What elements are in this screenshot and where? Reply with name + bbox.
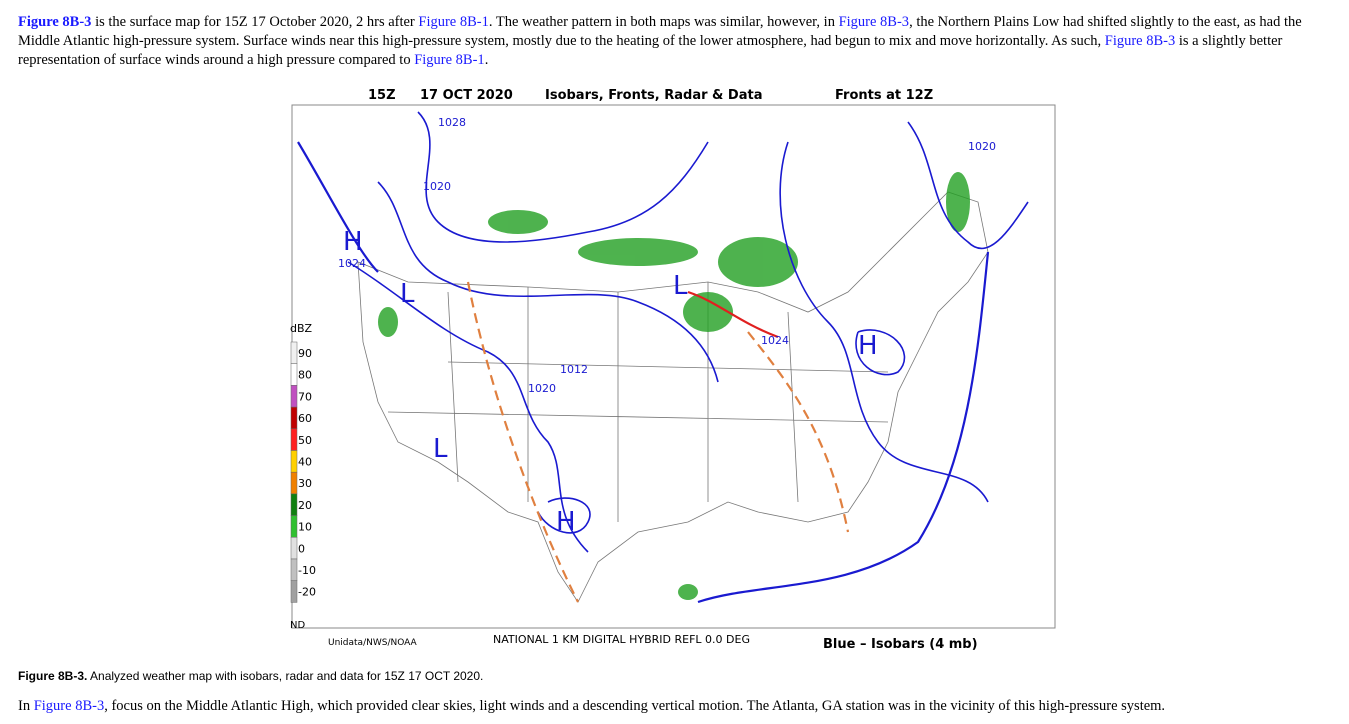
text: In (18, 698, 34, 714)
footer: Unidata/NWS/NOAA NATIONAL 1 KM DIGITAL H… (328, 633, 978, 652)
low-label: L (400, 279, 415, 309)
legend-label: 40 (298, 456, 312, 469)
footer-text: Unidata/NWS/NOAA (328, 638, 418, 648)
link[interactable]: Figure 8B-3 (33, 698, 105, 714)
outro: In Figure 8B-3, focus on the Middle Atla… (18, 697, 1318, 716)
legend-swatch (290, 450, 298, 473)
legend-label: 10 (298, 521, 312, 534)
header-text: Isobars, Fronts, Radar & Data (545, 88, 762, 103)
legend-label: 90 (298, 347, 312, 360)
legend-label: 20 (298, 499, 312, 512)
high-label: H (343, 227, 363, 257)
link[interactable]: Figure 8B-3 (1104, 33, 1176, 49)
low-label: L (673, 271, 688, 301)
map-frame (291, 104, 1056, 629)
weather-map: 15Z 17 OCT 2020 Isobars, Fronts, Radar &… (290, 88, 1056, 652)
legend-swatch (290, 406, 298, 430)
text: , the Northern Plains Low had shifted sl… (18, 14, 1302, 49)
isobar-label: 1012 (560, 363, 588, 376)
intro: Figure 8B-3 is the surface map for 15Z 1… (18, 13, 1318, 70)
link[interactable]: Figure 8B-1 (414, 52, 485, 68)
legend-swatch (290, 341, 298, 364)
fronts (297, 141, 990, 604)
text: is the surface map for 15Z 17 October 20… (91, 14, 419, 30)
isobar-label: 1020 (968, 140, 996, 153)
isobar-label: 1024 (338, 257, 366, 270)
text: , focus on the Middle Atlantic High, whi… (104, 698, 1166, 714)
header-text: 15Z (368, 88, 396, 103)
legend-swatch (290, 580, 298, 603)
text: . (484, 52, 489, 68)
high-label: H (858, 331, 878, 361)
caption: Figure 8B-3. Analyzed weather map with i… (18, 667, 1318, 686)
caption-text: Analyzed weather map with isobars, radar… (87, 669, 484, 683)
legend-swatch (290, 363, 298, 386)
isobar-label: 1020 (528, 382, 556, 395)
legend-title: dBZ (290, 322, 313, 335)
header-text: Fronts at 12Z (835, 88, 933, 103)
legend-swatch (290, 385, 298, 408)
caption-label: Figure 8B-3. (18, 669, 88, 683)
header: 15Z 17 OCT 2020 Isobars, Fronts, Radar &… (368, 88, 933, 103)
pressure-centers: H H H L L L (343, 227, 878, 537)
text: is a slightly better representation of s… (18, 33, 1283, 68)
link[interactable]: Figure 8B-1 (418, 14, 489, 30)
header-text: 17 OCT 2020 (420, 88, 513, 103)
legend-swatch (290, 558, 298, 581)
legend: 90 80 70 60 50 40 30 20 10 0 -10 -20 (290, 341, 316, 603)
text: . The weather pattern in both maps was s… (488, 14, 839, 30)
footer-text: NATIONAL 1 KM DIGITAL HYBRID REFL 0.0 DE… (493, 633, 750, 646)
borders (357, 191, 989, 603)
link[interactable]: Figure 8B-3 (838, 14, 910, 30)
isobar-label: 1020 (423, 180, 451, 193)
legend-label: 0 (298, 542, 305, 555)
isobar-label: 1024 (761, 334, 789, 347)
footer-text: Blue – Isobars (4 mb) (823, 637, 978, 652)
legend-swatch (290, 428, 298, 451)
legend-label: 80 (298, 369, 312, 382)
legend-label: 70 (298, 390, 312, 403)
legend-label: -20 (298, 586, 316, 599)
legend-swatch (290, 537, 298, 560)
legend-swatch (290, 515, 298, 538)
legend-swatch (290, 493, 298, 516)
high-label: H (556, 507, 576, 537)
isobars (347, 111, 1029, 553)
legend-label: -10 (298, 564, 316, 577)
link[interactable]: Figure 8B-3 (18, 14, 92, 30)
isobar-label: 1028 (438, 116, 466, 129)
legend-label: 30 (298, 477, 312, 490)
legend-swatch (290, 471, 298, 495)
legend-label: 60 (298, 412, 312, 425)
radar (378, 172, 970, 600)
isobar-labels: 1028 1024 1020 1020 1012 1024 1020 (338, 116, 996, 395)
legend-label: 50 (298, 434, 312, 447)
low-label: L (433, 434, 448, 464)
legend-nd: ND (290, 620, 305, 631)
